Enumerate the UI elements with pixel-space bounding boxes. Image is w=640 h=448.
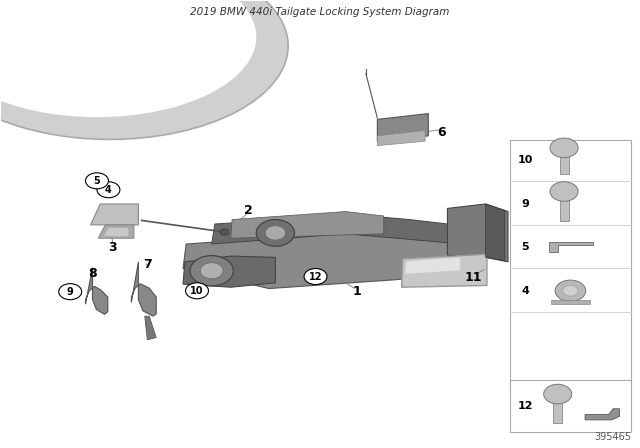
Text: 1: 1 [353, 285, 362, 298]
FancyBboxPatch shape [559, 148, 568, 174]
Circle shape [550, 182, 578, 201]
Text: 6: 6 [436, 126, 445, 139]
Polygon shape [99, 225, 134, 238]
FancyBboxPatch shape [510, 140, 631, 394]
Text: 10: 10 [518, 155, 533, 165]
Text: 9: 9 [67, 287, 74, 297]
Text: 5: 5 [93, 176, 100, 186]
Circle shape [555, 280, 586, 302]
Circle shape [86, 173, 108, 189]
Circle shape [59, 284, 82, 300]
Ellipse shape [0, 0, 256, 117]
Text: 10: 10 [190, 286, 204, 296]
Circle shape [550, 138, 578, 158]
Polygon shape [405, 258, 460, 274]
Text: 3: 3 [109, 241, 117, 254]
Text: 395465: 395465 [594, 432, 631, 442]
Circle shape [265, 226, 285, 240]
Polygon shape [212, 215, 447, 244]
Ellipse shape [0, 0, 288, 139]
Polygon shape [378, 114, 428, 142]
Circle shape [190, 256, 234, 286]
Polygon shape [231, 211, 384, 238]
Text: 4: 4 [521, 286, 529, 296]
Polygon shape [401, 254, 487, 287]
FancyBboxPatch shape [559, 191, 568, 221]
Text: 12: 12 [308, 271, 323, 281]
Polygon shape [86, 267, 108, 314]
Circle shape [563, 285, 578, 296]
Text: 4: 4 [105, 185, 112, 195]
Polygon shape [549, 242, 593, 253]
FancyBboxPatch shape [551, 300, 589, 304]
FancyBboxPatch shape [553, 395, 562, 423]
Polygon shape [378, 130, 425, 146]
Text: 12: 12 [517, 401, 533, 411]
Circle shape [200, 263, 223, 279]
Circle shape [220, 229, 229, 235]
Polygon shape [486, 204, 505, 260]
Polygon shape [585, 409, 620, 420]
Text: 5: 5 [522, 242, 529, 252]
Text: 2019 BMW 440i Tailgate Locking System Diagram: 2019 BMW 440i Tailgate Locking System Di… [190, 7, 450, 17]
Text: 2: 2 [244, 204, 253, 217]
Polygon shape [103, 228, 129, 237]
Text: 9: 9 [521, 199, 529, 209]
Text: 7: 7 [143, 258, 152, 271]
Circle shape [186, 283, 209, 299]
Polygon shape [131, 262, 156, 316]
Text: 11: 11 [464, 271, 482, 284]
Polygon shape [183, 256, 275, 287]
Polygon shape [145, 316, 156, 340]
Text: 8: 8 [88, 267, 97, 280]
Polygon shape [447, 204, 508, 262]
Circle shape [256, 220, 294, 246]
Circle shape [543, 384, 572, 404]
Circle shape [304, 268, 327, 284]
Polygon shape [91, 204, 138, 225]
FancyBboxPatch shape [510, 380, 631, 432]
Polygon shape [183, 233, 460, 289]
Circle shape [97, 182, 120, 198]
